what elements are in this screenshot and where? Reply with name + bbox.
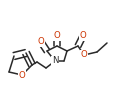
- Text: O: O: [38, 37, 44, 47]
- Text: N: N: [52, 56, 58, 66]
- Text: O: O: [54, 32, 60, 41]
- Text: O: O: [19, 71, 25, 79]
- Text: O: O: [80, 32, 86, 41]
- Text: O: O: [81, 50, 87, 60]
